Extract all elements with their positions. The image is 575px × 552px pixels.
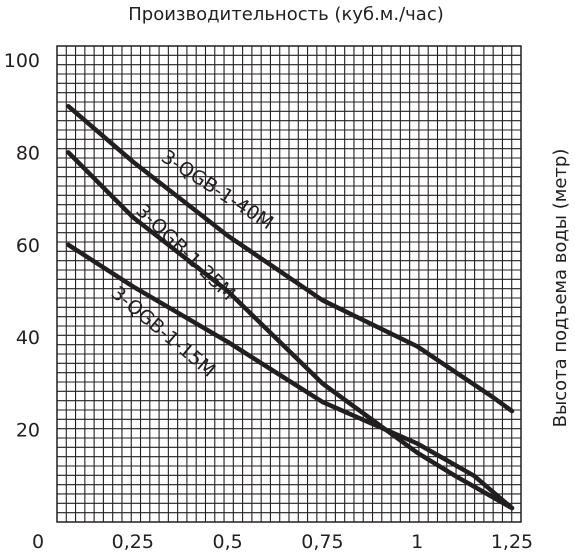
series-label-15m: 3-QGB-1-15M (107, 282, 220, 382)
x-tick-label: 0,25 (112, 531, 154, 552)
y-tick-label: 80 (16, 142, 40, 164)
y-tick-label: 20 (16, 420, 40, 442)
y-tick-label: 40 (16, 327, 40, 349)
x-tick-label: 1,25 (491, 531, 533, 552)
x-tick-label: 0 (32, 531, 44, 552)
y-axis-title: Высота подъема воды (метр) (550, 149, 571, 428)
series-label-25m: 3-QGB-1-25M (132, 200, 240, 305)
series-line-2 (66, 242, 515, 511)
series-label-40m: 3-QGB-1-40M (157, 146, 277, 235)
series-line-1 (66, 150, 515, 511)
y-tick-label: 60 (16, 235, 40, 257)
x-tick-label: 0,5 (212, 531, 242, 552)
series-line-0 (66, 103, 515, 414)
x-axis-title: Производительность (куб.м./час) (128, 4, 444, 25)
tick-labels: 0 0,25 0,5 0,75 1 1,25 100 80 60 40 20 (4, 50, 533, 552)
x-tick-label: 0,75 (301, 531, 343, 552)
y-tick-label: 100 (4, 50, 40, 72)
x-tick-label: 1 (411, 531, 423, 552)
series-lines (66, 103, 515, 511)
plot-frame (56, 45, 522, 523)
